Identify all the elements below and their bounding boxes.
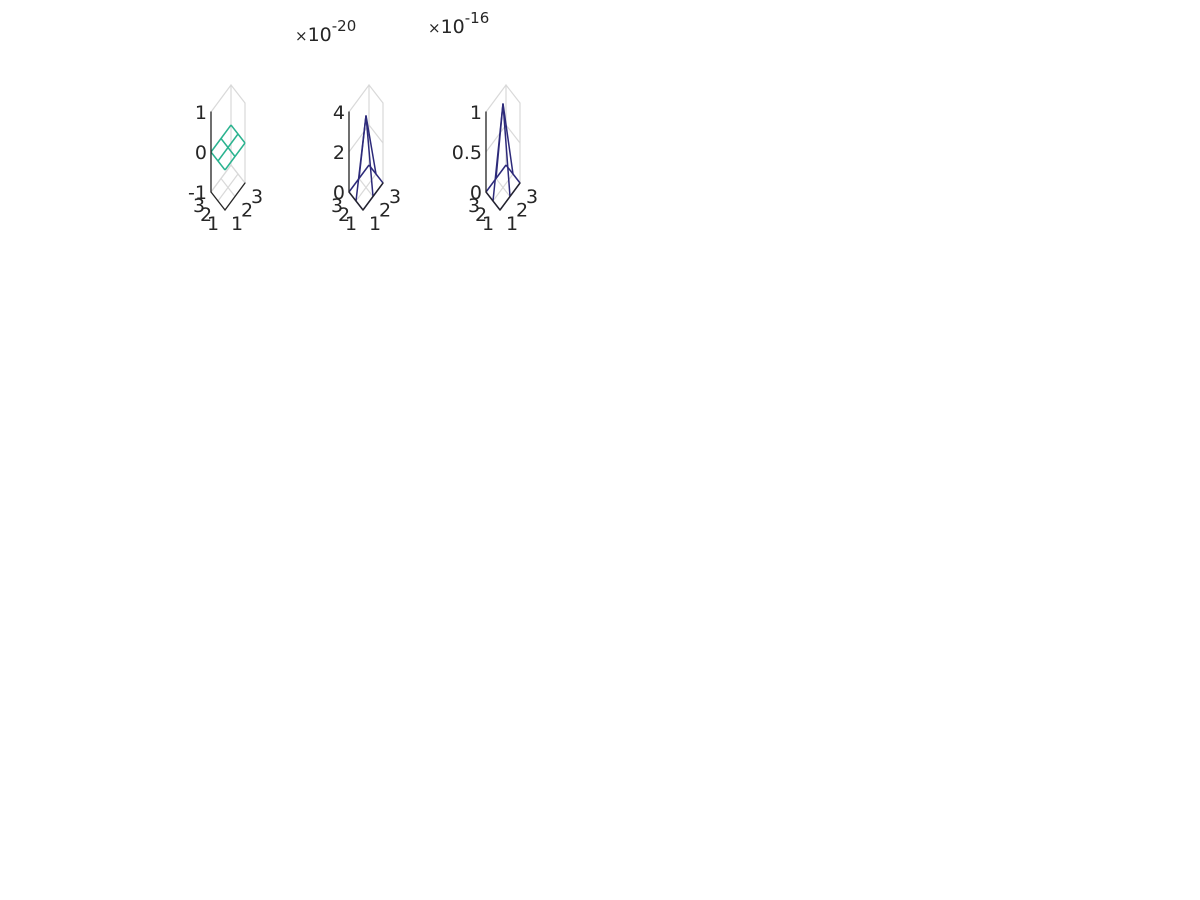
z-tick-label: 1 (470, 102, 482, 124)
surface-mesh-line (368, 164, 384, 184)
surface-mesh-line (230, 124, 246, 144)
surface-mesh-line (358, 115, 374, 197)
y-tick-label: 2 (475, 204, 487, 226)
z-tick-label: 1 (195, 102, 207, 124)
x-axis-line (362, 182, 384, 211)
surface-mesh-line (505, 164, 521, 184)
y-tick-label: 3 (468, 195, 480, 217)
surface-mesh-line (210, 151, 226, 171)
y-axis-line (485, 191, 501, 211)
x-axis-line (224, 182, 246, 211)
x-tick-label: 1 (506, 213, 518, 235)
z-exponent-label: ×10-20 (295, 17, 356, 46)
x-tick-label: 1 (231, 213, 243, 235)
surface-mesh-line (495, 103, 511, 197)
x-tick-label: 3 (526, 186, 538, 208)
subplot-grid: 123123-101123123024×10-2012312300.51×10-… (188, 9, 538, 235)
y-tick-label: 2 (200, 204, 212, 226)
surface-mesh-line (220, 138, 236, 157)
z-tick-label: 0 (333, 182, 345, 204)
y-tick-label: 1 (345, 213, 357, 235)
grid-z-line (348, 124, 384, 153)
x-tick-label: 1 (369, 213, 381, 235)
grid-z-line (348, 84, 384, 113)
grid-z-line (485, 84, 521, 113)
grid-floor-line (355, 173, 377, 202)
y-tick-label: 3 (193, 195, 205, 217)
z-tick-label: 0.5 (452, 142, 482, 164)
grid-floor-line (210, 164, 232, 193)
y-tick-label: 1 (207, 213, 219, 235)
z-tick-label: 2 (333, 142, 345, 164)
z-tick-label: 4 (333, 102, 345, 124)
x-tick-label: 3 (251, 186, 263, 208)
grid-floor-line (492, 173, 514, 202)
grid-floor-line (217, 173, 239, 202)
grid-z-line (210, 84, 246, 113)
y-axis-line (348, 191, 364, 211)
y-axis-line (210, 191, 226, 211)
x-tick-label: 2 (379, 200, 391, 222)
z-tick-label: 0 (470, 182, 482, 204)
x-tick-label: 3 (389, 186, 401, 208)
y-tick-label: 2 (338, 204, 350, 226)
z-tick-label: -1 (188, 182, 207, 204)
y-tick-label: 1 (482, 213, 494, 235)
x-axis-line (499, 182, 521, 211)
x-tick-label: 2 (516, 200, 528, 222)
z-tick-label: 0 (195, 142, 207, 164)
z-exponent-label: ×10-16 (428, 9, 489, 38)
x-tick-label: 2 (241, 200, 253, 222)
y-tick-label: 3 (331, 195, 343, 217)
